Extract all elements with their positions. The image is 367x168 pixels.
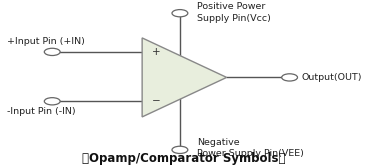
Circle shape bbox=[44, 98, 60, 105]
Circle shape bbox=[172, 10, 188, 17]
Text: Positive Power
Supply Pin(Vcc): Positive Power Supply Pin(Vcc) bbox=[197, 2, 271, 23]
Text: Negative
Power Supply Pin(VEE): Negative Power Supply Pin(VEE) bbox=[197, 138, 304, 158]
Circle shape bbox=[172, 146, 188, 154]
Circle shape bbox=[44, 48, 60, 55]
Text: -Input Pin (-IN): -Input Pin (-IN) bbox=[7, 108, 76, 116]
Text: −: − bbox=[152, 96, 160, 106]
Text: +: + bbox=[152, 47, 160, 57]
Text: Output(OUT): Output(OUT) bbox=[302, 73, 362, 82]
Text: +Input Pin (+IN): +Input Pin (+IN) bbox=[7, 37, 85, 46]
Circle shape bbox=[282, 74, 298, 81]
Polygon shape bbox=[142, 38, 227, 117]
Text: 【Opamp/Comparator Symbols】: 【Opamp/Comparator Symbols】 bbox=[82, 152, 285, 165]
